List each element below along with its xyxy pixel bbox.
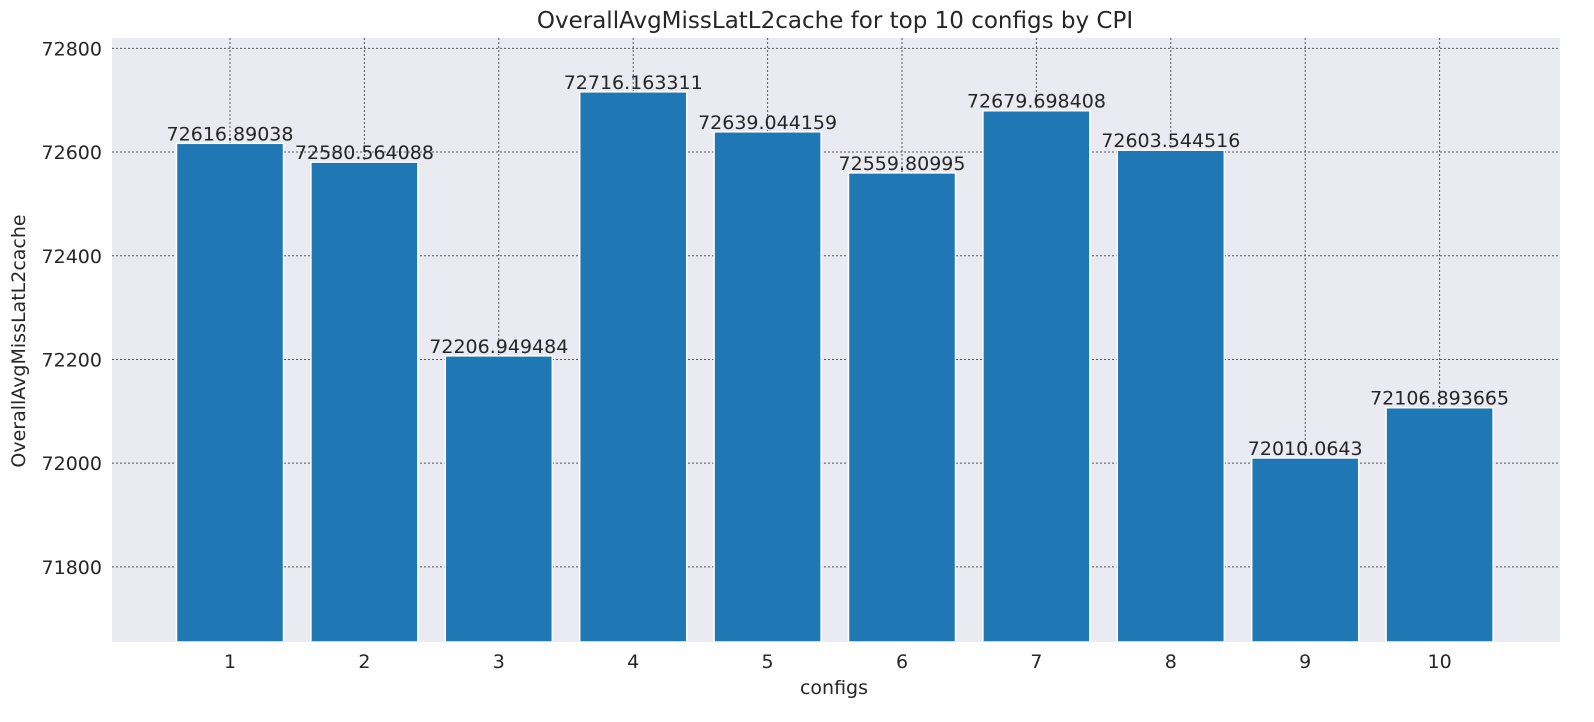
bar-config-6 <box>847 172 957 643</box>
bar-value-label: 72679.698408 <box>967 91 1106 113</box>
bar-value-label: 72616.89038 <box>167 123 294 145</box>
x-tick-label: 5 <box>762 651 774 673</box>
y-tick-label: 72000 <box>42 453 102 475</box>
bar-value-label: 72206.949484 <box>429 336 568 358</box>
bar-config-4 <box>578 91 688 643</box>
bar-value-label: 72716.163311 <box>564 72 703 94</box>
bar-value-label: 72010.0643 <box>1248 438 1363 460</box>
bar-config-2 <box>310 161 419 643</box>
bar-config-3 <box>444 355 554 643</box>
x-tick-label: 9 <box>1299 651 1311 673</box>
bar-value-label: 72559.80995 <box>839 153 966 175</box>
x-tick-label: 2 <box>358 651 370 673</box>
y-axis-label: OverallAvgMissLatL2cache <box>8 214 30 467</box>
y-axis-ticks: 71800 72000 72200 72400 72600 72800 <box>42 38 102 578</box>
bar-config-10 <box>1385 406 1494 643</box>
bar-config-5 <box>713 131 822 643</box>
x-tick-label: 3 <box>493 651 505 673</box>
bar-config-1 <box>175 142 285 643</box>
x-tick-label: 4 <box>627 651 639 673</box>
y-tick-label: 72600 <box>42 142 102 164</box>
bar-config-8 <box>1116 149 1226 643</box>
bar-config-9 <box>1250 457 1360 643</box>
x-tick-label: 7 <box>1030 651 1042 673</box>
x-tick-label: 1 <box>224 651 236 673</box>
x-tick-label: 6 <box>896 651 908 673</box>
y-tick-label: 71800 <box>42 557 102 579</box>
bar-value-label: 72603.544516 <box>1101 130 1240 152</box>
chart-title: OverallAvgMissLatL2cache for top 10 conf… <box>537 8 1133 34</box>
bar-value-label: 72639.044159 <box>698 112 837 134</box>
y-tick-label: 72800 <box>42 38 102 60</box>
x-axis-label: configs <box>800 677 868 699</box>
y-tick-label: 72200 <box>42 349 102 371</box>
x-axis-ticks: 1 2 3 4 5 6 7 8 9 10 <box>224 651 1452 673</box>
y-tick-label: 72400 <box>42 246 102 268</box>
bars <box>175 91 1494 643</box>
bar-value-label: 72106.893665 <box>1370 388 1509 410</box>
bar-value-label: 72580.564088 <box>295 142 434 164</box>
x-tick-label: 8 <box>1165 651 1177 673</box>
bar-config-7 <box>982 109 1091 643</box>
x-tick-label: 10 <box>1428 651 1452 673</box>
